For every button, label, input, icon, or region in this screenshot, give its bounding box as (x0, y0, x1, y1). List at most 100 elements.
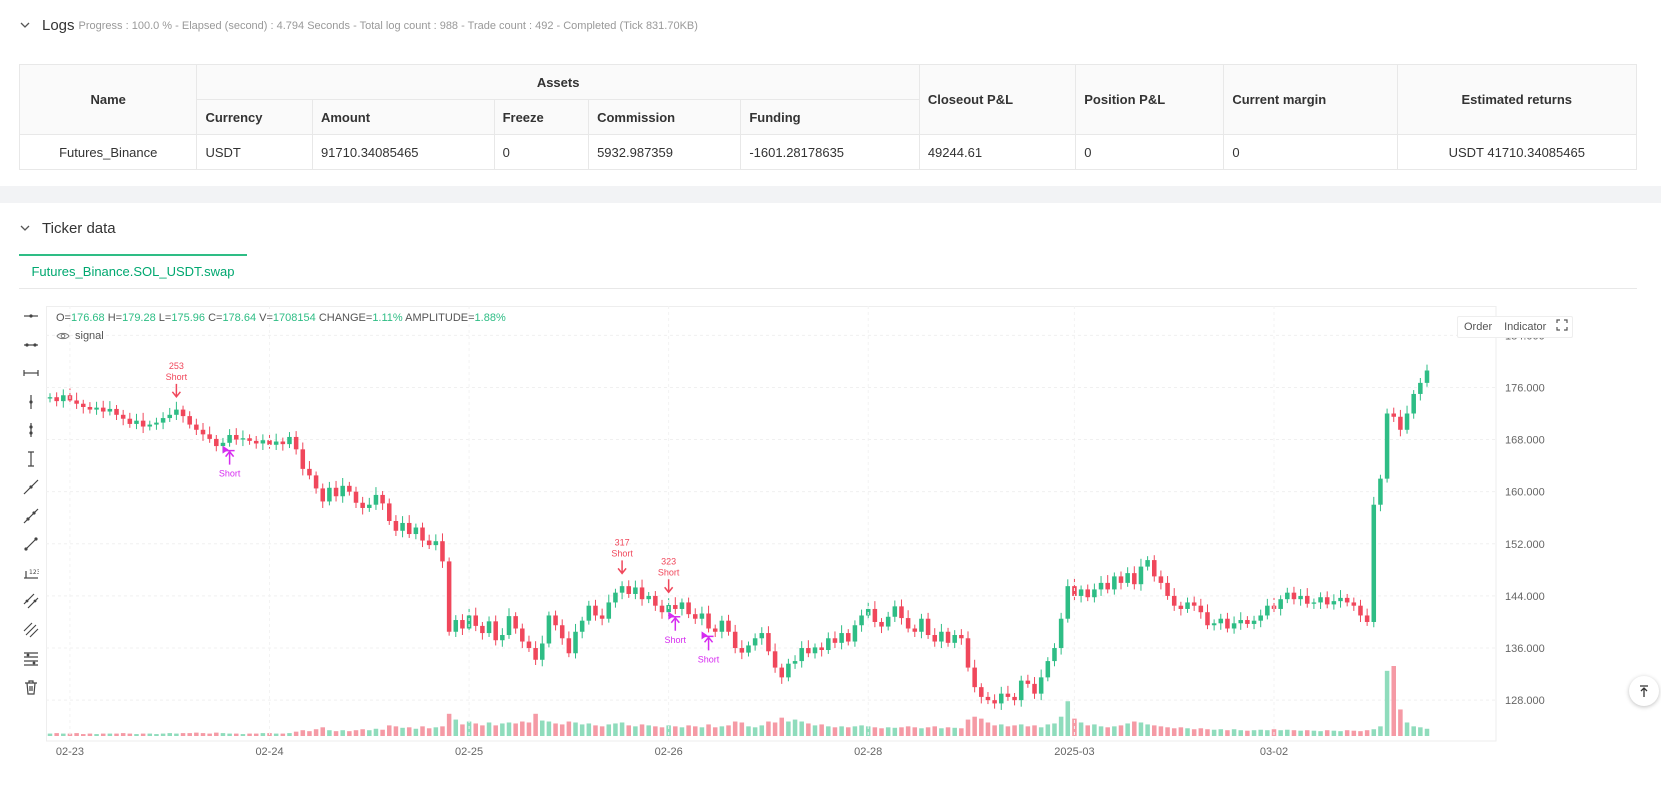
x-tick-label: 02-23 (56, 746, 84, 758)
cell-commission: 5932.987359 (588, 134, 742, 170)
candle-body (1191, 602, 1197, 606)
candle-body (440, 541, 445, 562)
candle-body (752, 638, 758, 646)
price-range-icon[interactable]: 123 (20, 562, 42, 584)
volume-bar (1085, 725, 1091, 736)
candle-body (1032, 683, 1037, 694)
volume-bar (1098, 726, 1104, 736)
entry-arrow (664, 579, 674, 594)
volume-bar (939, 728, 944, 736)
volume-bar (154, 734, 159, 736)
candle-body (1411, 393, 1416, 414)
volume-bar (393, 726, 399, 736)
x-tick-label: 2025-03 (1054, 746, 1094, 758)
volume-bar (1384, 670, 1390, 736)
volume-bar (1338, 731, 1343, 736)
volume-bar (539, 720, 545, 736)
volume-bar (114, 733, 119, 736)
trend-line-icon[interactable] (20, 476, 42, 498)
segment-line-icon[interactable] (20, 533, 42, 555)
order-button[interactable]: Order (1464, 321, 1493, 333)
volume-bar (480, 725, 485, 736)
candle-body (100, 407, 106, 412)
chevron-down-icon[interactable] (18, 221, 32, 235)
volume-bar (912, 727, 918, 736)
back-to-top-button[interactable] (1629, 676, 1659, 706)
volume-bar (1151, 725, 1157, 736)
candle-body (506, 616, 512, 636)
volume-bar (566, 721, 572, 736)
volume-bar (513, 723, 518, 736)
candle-body (200, 429, 206, 435)
candle-body (1132, 573, 1137, 585)
volume-bar (74, 733, 79, 736)
volume-bar (1278, 730, 1283, 736)
volume-bar (712, 727, 718, 736)
vertical-segment-icon[interactable] (20, 419, 42, 441)
volume-bar (1391, 666, 1397, 736)
eye-icon[interactable] (56, 331, 70, 341)
volume-bar (61, 733, 66, 736)
volume-bar (353, 730, 359, 736)
volume-bar (965, 719, 971, 736)
indicator-legend[interactable]: signal (56, 330, 104, 342)
candle-body (1265, 605, 1270, 616)
candle-body (919, 618, 924, 632)
volume-bar (919, 728, 924, 736)
candle-body (61, 395, 66, 402)
volume-bar (200, 733, 206, 736)
candle-body (1424, 370, 1430, 383)
candle-body (160, 418, 166, 423)
volume-bar (1038, 727, 1044, 736)
candle-body (659, 605, 665, 613)
candle-body (386, 503, 392, 521)
candle-body (247, 438, 252, 441)
candle-body (1291, 592, 1297, 600)
volume-bar (786, 721, 791, 736)
ray-line-icon[interactable] (20, 505, 42, 527)
fullscreen-button[interactable] (1552, 317, 1572, 337)
volume-bar (386, 725, 392, 736)
candlestick-chart[interactable]: 184.000176.000168.000160.000152.000144.0… (46, 306, 1661, 795)
candle-body (613, 592, 618, 603)
y-tick-label: 160.000 (1505, 487, 1545, 499)
chevron-down-icon[interactable] (18, 18, 32, 32)
volume-bar (859, 725, 864, 736)
parallel-channel-icon[interactable] (20, 590, 42, 612)
volume-bar (54, 733, 59, 736)
candle-body (1338, 597, 1343, 602)
volume-bar (666, 725, 671, 736)
trash-icon[interactable] (20, 676, 42, 698)
tab-sol-usdt-swap[interactable]: Futures_Binance.SOL_USDT.swap (19, 254, 247, 288)
volume-bar (440, 726, 445, 736)
multi-channel-icon[interactable] (20, 619, 42, 641)
volume-bar (879, 728, 884, 736)
vertical-line-icon[interactable] (20, 391, 42, 413)
ticker-header[interactable]: Ticker data (18, 217, 116, 239)
fib-levels-icon[interactable] (20, 647, 42, 669)
logs-header[interactable]: Logs Progress : 100.0 % - Elapsed (secon… (18, 14, 698, 36)
vertical-ray-icon[interactable] (20, 448, 42, 470)
volume-bar (772, 722, 778, 736)
candle-body (1245, 620, 1250, 624)
volume-bar (992, 725, 997, 736)
col-currency: Currency (196, 99, 313, 135)
extended-line-icon[interactable] (20, 362, 42, 384)
col-name: Name (18, 64, 198, 135)
volume-bar (613, 723, 618, 736)
volume-bar (240, 734, 246, 736)
horizontal-ray-icon[interactable] (20, 334, 42, 356)
indicator-button[interactable]: Indicator (1504, 321, 1547, 333)
volume-bar (726, 725, 731, 736)
candle-body (406, 522, 412, 535)
volume-bar (573, 722, 578, 736)
x-tick-label: 02-25 (455, 746, 483, 758)
volume-bar (426, 728, 432, 736)
volume-bar (1211, 729, 1217, 736)
horizontal-line-icon[interactable] (20, 305, 42, 327)
candle-body (1285, 592, 1290, 600)
candle-body (925, 618, 931, 636)
candle-body (1171, 595, 1177, 606)
amplitude-label: AMPLITUDE= (405, 312, 475, 324)
candle-body (1304, 595, 1310, 604)
